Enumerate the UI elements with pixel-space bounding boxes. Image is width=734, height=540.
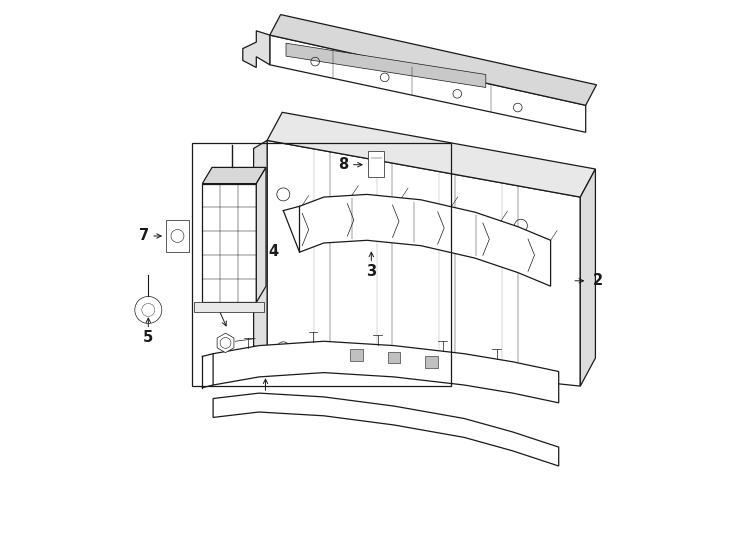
Polygon shape [286,43,486,87]
Bar [349,349,363,361]
Polygon shape [213,393,559,466]
Polygon shape [254,140,267,354]
Polygon shape [270,15,597,105]
Text: 7: 7 [139,228,150,244]
Bar [425,356,438,368]
Text: 2: 2 [593,273,603,288]
Polygon shape [267,112,595,197]
Bar [166,220,189,252]
Polygon shape [299,194,550,286]
Polygon shape [217,333,234,353]
Polygon shape [213,341,559,403]
Bar [388,352,401,363]
Polygon shape [195,302,264,312]
Polygon shape [270,35,586,132]
Text: 4: 4 [269,244,279,259]
Polygon shape [203,167,266,184]
Text: 6: 6 [210,293,219,308]
Polygon shape [243,31,270,68]
Polygon shape [581,169,595,386]
Bar [368,151,385,177]
Bar [192,143,451,386]
Text: 1: 1 [261,393,271,408]
Text: 8: 8 [338,157,349,172]
Text: 5: 5 [143,330,153,345]
Polygon shape [267,140,581,386]
Text: 3: 3 [366,264,377,279]
Bar [203,184,256,302]
Polygon shape [256,167,266,302]
